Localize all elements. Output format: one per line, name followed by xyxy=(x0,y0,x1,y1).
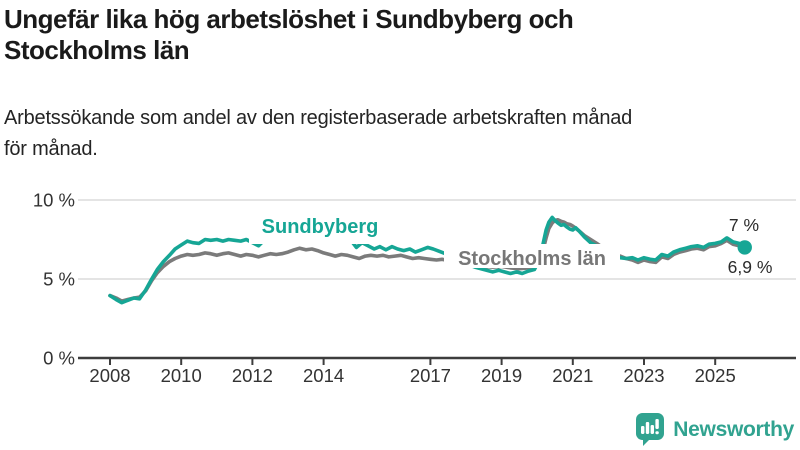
chart-subtitle-line-2: för månad. xyxy=(4,138,98,160)
series-label-sundbyberg: Sundbyberg xyxy=(262,216,379,238)
series-line-stockholms-län xyxy=(108,218,747,303)
page-title-line-2: Stockholms län xyxy=(4,35,190,65)
x-axis-tick-label: 2023 xyxy=(623,365,664,386)
chart-subtitle: Arbetssökande som andel av den registerb… xyxy=(4,103,632,165)
x-axis-tick-label: 2019 xyxy=(481,365,522,386)
x-axis-tick-label: 2010 xyxy=(161,365,202,386)
x-axis-tick-label: 2025 xyxy=(695,365,736,386)
x-axis-tick-label: 2012 xyxy=(232,365,273,386)
brand-name: Newsworthy xyxy=(673,417,794,441)
newsworthy-logo-icon xyxy=(636,413,665,446)
page-title-line-1: Ungefär lika hög arbetslöshet i Sundbybe… xyxy=(4,4,574,34)
x-axis-tick-label: 2008 xyxy=(89,365,130,386)
chart-subtitle-line-1: Arbetssökande som andel av den registerb… xyxy=(4,107,633,129)
y-axis-tick-label: 5 % xyxy=(43,269,75,290)
end-value-label-sundbyberg: 7 % xyxy=(729,215,759,235)
y-axis-tick-label: 10 % xyxy=(33,190,75,211)
y-axis-tick-label: 0 % xyxy=(43,348,75,369)
x-axis-tick-label: 2017 xyxy=(410,365,451,386)
series-label-stockholms-län: Stockholms län xyxy=(458,248,606,270)
series-label-mask xyxy=(444,244,620,268)
series-label-mask xyxy=(249,213,391,244)
x-axis-tick-label: 2014 xyxy=(303,365,344,386)
brand-footer: Newsworthy xyxy=(635,412,794,447)
end-value-label-stockholms-län: 6,9 % xyxy=(728,257,773,277)
page-title: Ungefär lika hög arbetslöshet i Sundbybe… xyxy=(4,4,574,66)
x-axis-tick-label: 2021 xyxy=(552,365,593,386)
series-end-dot xyxy=(737,240,752,255)
